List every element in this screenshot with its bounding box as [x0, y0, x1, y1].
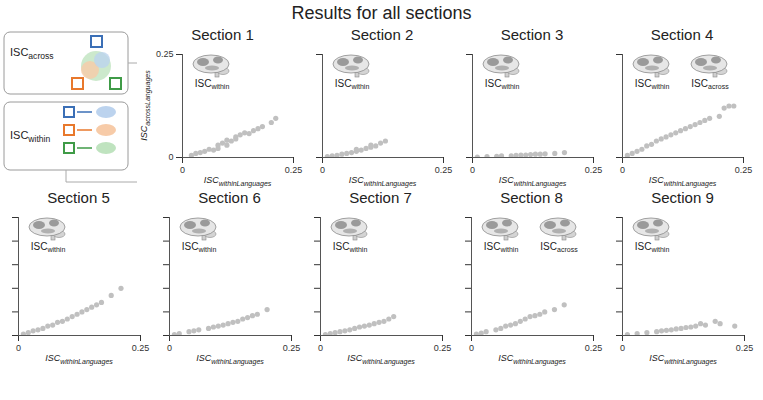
- html-text:ISCwithin: ISCwithin: [634, 241, 670, 253]
- svg-text:ISCwithinLanguages: ISCwithinLanguages: [349, 175, 417, 188]
- svg-text:0: 0: [320, 165, 325, 175]
- html-text:Section 2: Section 2: [350, 26, 414, 43]
- html-text:ISCacross: ISCacross: [540, 241, 578, 253]
- html-text:Section 9: Section 9: [651, 189, 714, 206]
- html-text:ISCwithin: ISCwithin: [334, 78, 370, 90]
- svg-text:0: 0: [469, 343, 474, 353]
- svg-text:ISCwithinLanguages: ISCwithinLanguages: [196, 353, 264, 366]
- svg-text:0: 0: [620, 165, 625, 175]
- svg-text:ISCwithinLanguages: ISCwithinLanguages: [499, 175, 567, 188]
- svg-text:0.25: 0.25: [585, 165, 603, 175]
- svg-text:0.25: 0.25: [285, 165, 303, 175]
- html-text:ISCwithin: ISCwithin: [634, 78, 670, 90]
- html-text:ISCwithin: ISCwithin: [194, 78, 230, 90]
- html-text:ISCwithin: ISCwithin: [181, 241, 217, 253]
- svg-text:ISCwithinLanguages: ISCwithinLanguages: [498, 353, 566, 366]
- svg-text:ISCwithinLanguages: ISCwithinLanguages: [649, 175, 717, 188]
- html-text:Section 7: Section 7: [349, 189, 412, 206]
- svg-text:ISCwithinLanguages: ISCwithinLanguages: [45, 353, 113, 366]
- svg-text:ISCwithinLanguages: ISCwithinLanguages: [204, 175, 272, 188]
- svg-text:ISCacrossLanguages: ISCacrossLanguages: [139, 70, 152, 141]
- svg-text:0: 0: [180, 165, 185, 175]
- html-text:Section 1: Section 1: [191, 26, 254, 43]
- svg-text:0: 0: [318, 343, 323, 353]
- svg-text:0.25: 0.25: [434, 343, 452, 353]
- svg-text:0.25: 0.25: [736, 343, 754, 353]
- html-text:ISCwithin: ISCwithin: [30, 241, 66, 253]
- html-text:ISCwithin: ISCwithin: [332, 241, 368, 253]
- svg-text:0: 0: [620, 343, 625, 353]
- svg-text:0: 0: [167, 343, 172, 353]
- html-text:Section 4: Section 4: [650, 26, 714, 43]
- svg-text:0: 0: [168, 152, 173, 162]
- svg-text:0.25: 0.25: [132, 343, 150, 353]
- svg-text:0.25: 0.25: [283, 343, 301, 353]
- html-text:Section 5: Section 5: [47, 189, 110, 206]
- html-text:Section 6: Section 6: [198, 189, 261, 206]
- svg-text:0.25: 0.25: [435, 165, 453, 175]
- html-text:ISCwithin: ISCwithin: [483, 241, 519, 253]
- html-text:Section 8: Section 8: [500, 189, 563, 206]
- html-text:ISCwithin: ISCwithin: [484, 78, 520, 90]
- svg-text:0.25: 0.25: [156, 49, 174, 59]
- html-text:Section 3: Section 3: [500, 26, 564, 43]
- svg-text:ISCacross: ISCacross: [10, 46, 54, 61]
- html-text:Results for all sections: Results for all sections: [291, 3, 472, 23]
- svg-text:ISCwithinLanguages: ISCwithinLanguages: [347, 353, 415, 366]
- svg-text:0.25: 0.25: [735, 165, 753, 175]
- svg-text:0.25: 0.25: [585, 343, 603, 353]
- svg-text:ISCwithin: ISCwithin: [10, 129, 51, 144]
- svg-text:0: 0: [470, 165, 475, 175]
- svg-text:ISCwithinLanguages: ISCwithinLanguages: [649, 353, 717, 366]
- html-text:ISCacross: ISCacross: [691, 78, 729, 90]
- svg-text:0: 0: [16, 343, 21, 353]
